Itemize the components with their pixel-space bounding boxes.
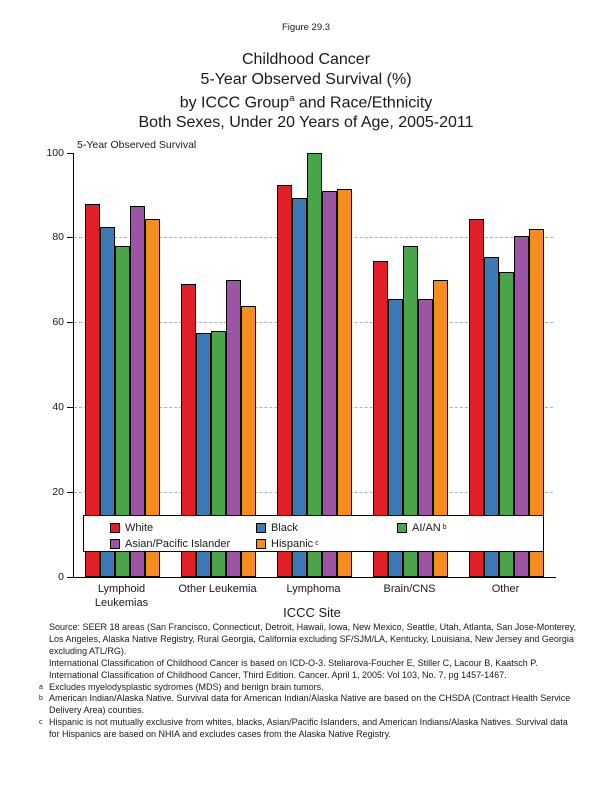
bar-asian-pacific-islander-other-leukemia: [226, 280, 241, 577]
bar-black-other: [484, 256, 499, 577]
footnote-marker-a-ref: a: [289, 93, 295, 104]
legend-label: Black: [271, 521, 298, 534]
bar-ai-an-brain-cns: [403, 246, 418, 577]
footnote-text: American Indian/Alaska Native. Survival …: [49, 693, 571, 716]
bar-asian-pacific-islander-lymphoid-leukemias: [130, 206, 145, 577]
footnote-a: a Excludes myelodysplastic sydromes (MDS)…: [38, 682, 578, 694]
legend-item-hispanic: Hispanic c: [256, 536, 397, 551]
y-tick-label-80: 80: [52, 231, 64, 244]
bar-black-lymphoma: [292, 197, 307, 577]
title-line-3: by ICCC Groupa and Race/Ethnicity: [179, 93, 433, 112]
legend-label: AI/AN: [412, 521, 441, 534]
legend-swatch-hispanic: [256, 538, 266, 549]
title-line-1: Childhood Cancer: [241, 51, 371, 68]
y-tick-100: [66, 152, 73, 154]
y-tick-40: [66, 406, 73, 408]
y-tick-20: [66, 491, 73, 493]
bar-hispanic-lymphoma: [337, 189, 352, 577]
title-line-4: Both Sexes, Under 20 Years of Age, 2005-…: [138, 113, 474, 131]
legend: White Black AI/AN b Asian/Pacific Islander Hi…: [83, 515, 544, 552]
bar-white-brain-cns: [373, 261, 388, 577]
legend-label: Asian/Pacific Islander: [125, 537, 231, 550]
footnote-marker: b: [39, 695, 43, 703]
footnote-b: b American Indian/Alaska Native. Survival…: [38, 693, 578, 717]
bar-asian-pacific-islander-brain-cns: [418, 299, 433, 577]
footnote-text: Excludes myelodysplastic sydromes (MDS) …: [49, 681, 324, 692]
legend-item-white: White: [110, 520, 256, 535]
bar-white-lymphoid-leukemias: [85, 203, 100, 577]
legend-swatch-ai-an: [397, 522, 407, 533]
y-tick-60: [66, 322, 73, 324]
bar-white-other-leukemia: [181, 284, 196, 577]
footnote-c: c Hispanic is not mutually exclusive from…: [38, 717, 578, 741]
bar-ai-an-lymphoid-leukemias: [115, 246, 130, 577]
footnote-marker-c-ref: c: [315, 540, 319, 547]
footnote-source-0: Source: SEER 18 areas (San Francisco, Co…: [38, 622, 578, 658]
legend-label: White: [125, 521, 154, 534]
y-tick-label-60: 60: [52, 316, 64, 329]
legend-swatch-asian-pacific-islander: [110, 538, 120, 549]
bar-hispanic-other-leukemia: [241, 305, 256, 577]
y-tick-0: [66, 576, 73, 578]
legend-item-ai-an: AI/AN b: [397, 520, 543, 535]
bar-white-lymphoma: [277, 184, 292, 577]
y-tick-label-40: 40: [52, 400, 64, 413]
x-axis-title: ICCC Site: [283, 605, 341, 620]
bar-hispanic-lymphoid-leukemias: [145, 218, 160, 577]
footnote-marker: a: [39, 683, 43, 691]
footnote-source-1: International Classification of Childhoo…: [38, 658, 578, 682]
x-category-label-other-leukemia: Other Leukemia: [178, 583, 257, 595]
figure-label: Figure 29.3: [281, 22, 331, 33]
y-tick-label-0: 0: [58, 570, 64, 583]
x-category-label-brain-cns: Brain/CNS: [383, 583, 436, 595]
y-axis-label: 5-Year Observed Survival: [77, 139, 197, 151]
legend-swatch-black: [256, 522, 266, 533]
bar-ai-an-other: [499, 271, 514, 577]
bar-black-lymphoid-leukemias: [100, 227, 115, 577]
x-category-label-other: Other: [491, 583, 520, 595]
title-line-2: 5-Year Observed Survival (%): [200, 70, 412, 88]
y-tick-80: [66, 237, 73, 239]
plot-area: 0 20 40 60 80 100 White Black AI/AN b Asian/Pacif…: [46, 147, 556, 583]
bar-white-other: [469, 218, 484, 577]
x-category-label-lymphoid-leukemias: Lymphoid Leukemias: [94, 583, 149, 609]
legend-item-black: Black: [256, 520, 397, 535]
legend-swatch-white: [110, 522, 120, 533]
y-tick-label-20: 20: [52, 485, 64, 498]
bar-black-brain-cns: [388, 299, 403, 577]
bar-hispanic-brain-cns: [433, 280, 448, 577]
bar-ai-an-lymphoma: [307, 153, 322, 577]
footnote-text: Source: SEER 18 areas (San Francisco, Co…: [49, 622, 577, 656]
bar-asian-pacific-islander-lymphoma: [322, 191, 337, 577]
bar-hispanic-other: [529, 229, 544, 577]
chart-title: Childhood Cancer 5-Year Observed Surviva…: [0, 50, 612, 132]
footnote-text: International Classification of Childhoo…: [49, 657, 538, 680]
bar-asian-pacific-islander-other: [514, 235, 529, 577]
legend-label: Hispanic: [271, 537, 314, 550]
footnote-text: Hispanic is not mutually exclusive from …: [49, 717, 568, 740]
footnotes: Source: SEER 18 areas (San Francisco, Co…: [38, 622, 578, 741]
footnote-marker-b-ref: b: [442, 524, 447, 531]
legend-item-asian-pacific-islander: Asian/Pacific Islander: [110, 536, 256, 551]
footnote-marker: c: [39, 719, 43, 727]
x-category-label-lymphoma: Lymphoma: [286, 583, 341, 595]
x-axis-category-labels: Lymphoid Leukemias Other Leukemia Lymphoma…: [73, 583, 555, 613]
y-tick-label-100: 100: [46, 146, 64, 159]
